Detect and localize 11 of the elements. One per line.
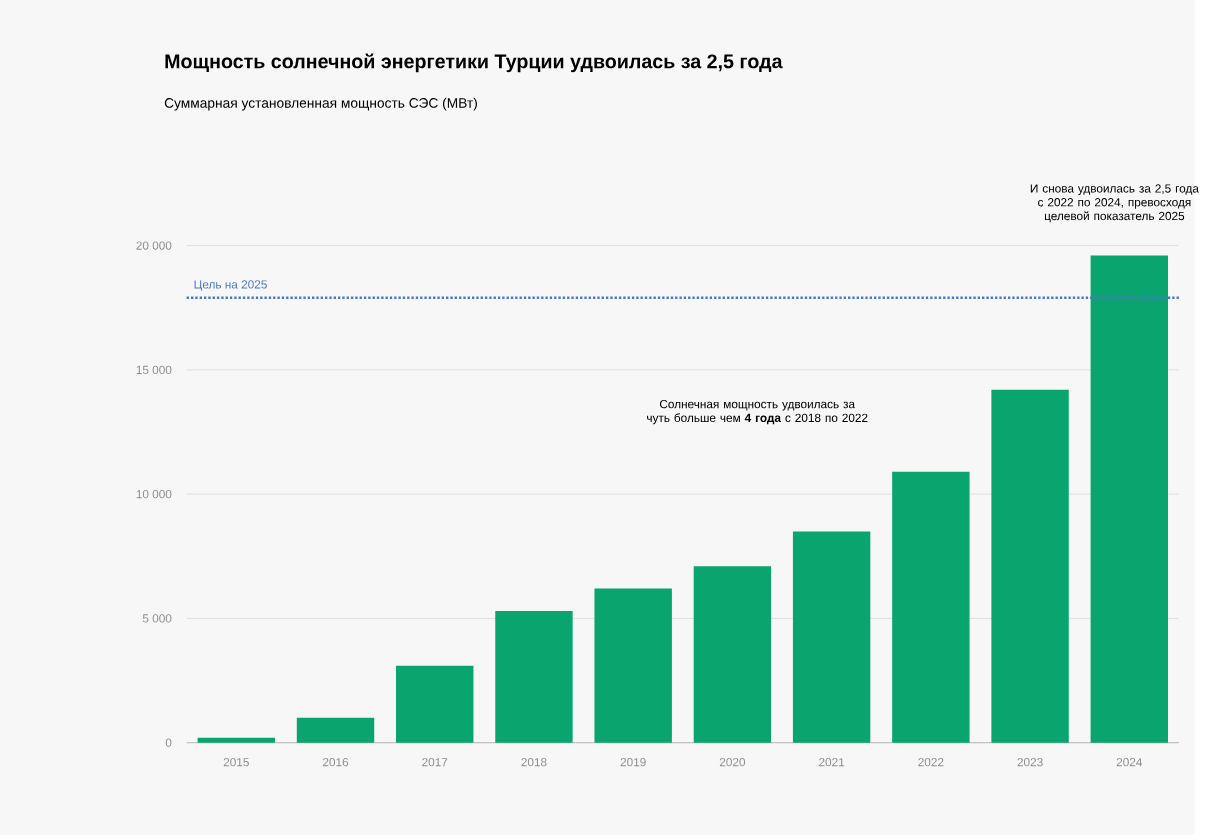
bar: [792, 531, 871, 744]
bar: [594, 589, 672, 744]
bar: [892, 472, 970, 744]
bar: [991, 390, 1069, 744]
bar: [296, 718, 375, 744]
bar: [495, 611, 573, 744]
bar: [396, 666, 474, 744]
bar: [1090, 255, 1168, 744]
chart-title: Мощность солнечной энергетики Турции удвоилась за 2,5 года: [165, 53, 783, 73]
bar: [693, 566, 772, 744]
bar: [197, 738, 275, 744]
